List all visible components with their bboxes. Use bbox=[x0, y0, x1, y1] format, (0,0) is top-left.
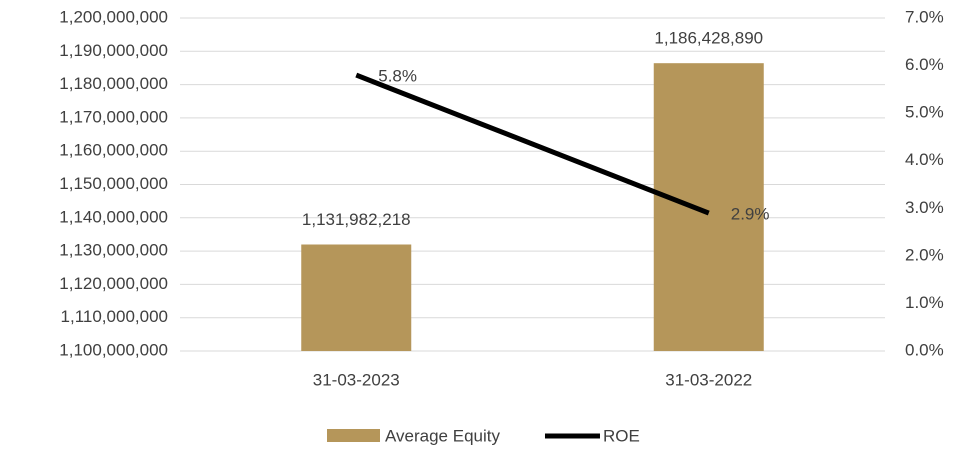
y-tick-label: 1,190,000,000 bbox=[59, 41, 168, 60]
x-tick-label: 31-03-2022 bbox=[665, 370, 752, 389]
data-label: 1,131,982,218 bbox=[302, 210, 411, 229]
x-tick-label: 31-03-2023 bbox=[313, 370, 400, 389]
y2-tick-label: 0.0% bbox=[905, 340, 944, 359]
bar bbox=[301, 244, 412, 351]
y2-tick-label: 4.0% bbox=[905, 150, 944, 169]
y2-tick-label: 6.0% bbox=[905, 55, 944, 74]
y2-tick-label: 2.0% bbox=[905, 245, 944, 264]
data-label: 1,186,428,890 bbox=[654, 29, 763, 48]
bar bbox=[653, 63, 764, 351]
y2-tick-label: 7.0% bbox=[905, 7, 944, 26]
data-label: 2.9% bbox=[731, 205, 770, 224]
y-tick-label: 1,110,000,000 bbox=[61, 307, 168, 326]
data-label: 5.8% bbox=[378, 67, 417, 86]
y-tick-label: 1,100,000,000 bbox=[59, 340, 168, 359]
legend-swatch bbox=[327, 429, 380, 442]
y-tick-label: 1,180,000,000 bbox=[59, 74, 168, 93]
line bbox=[355, 72, 710, 216]
y2-tick-label: 3.0% bbox=[905, 198, 944, 217]
y-tick-label: 1,120,000,000 bbox=[59, 274, 168, 293]
y2-tick-label: 5.0% bbox=[905, 103, 944, 122]
y2-tick-label: 1.0% bbox=[905, 293, 944, 312]
legend-label: ROE bbox=[603, 426, 640, 445]
y-tick-label: 1,140,000,000 bbox=[59, 207, 168, 226]
y-tick-label: 1,170,000,000 bbox=[59, 107, 168, 126]
y-tick-label: 1,200,000,000 bbox=[59, 7, 168, 26]
y-tick-label: 1,160,000,000 bbox=[59, 141, 168, 160]
y-tick-label: 1,130,000,000 bbox=[59, 241, 168, 260]
y-tick-label: 1,150,000,000 bbox=[59, 174, 168, 193]
legend-label: Average Equity bbox=[385, 426, 500, 445]
